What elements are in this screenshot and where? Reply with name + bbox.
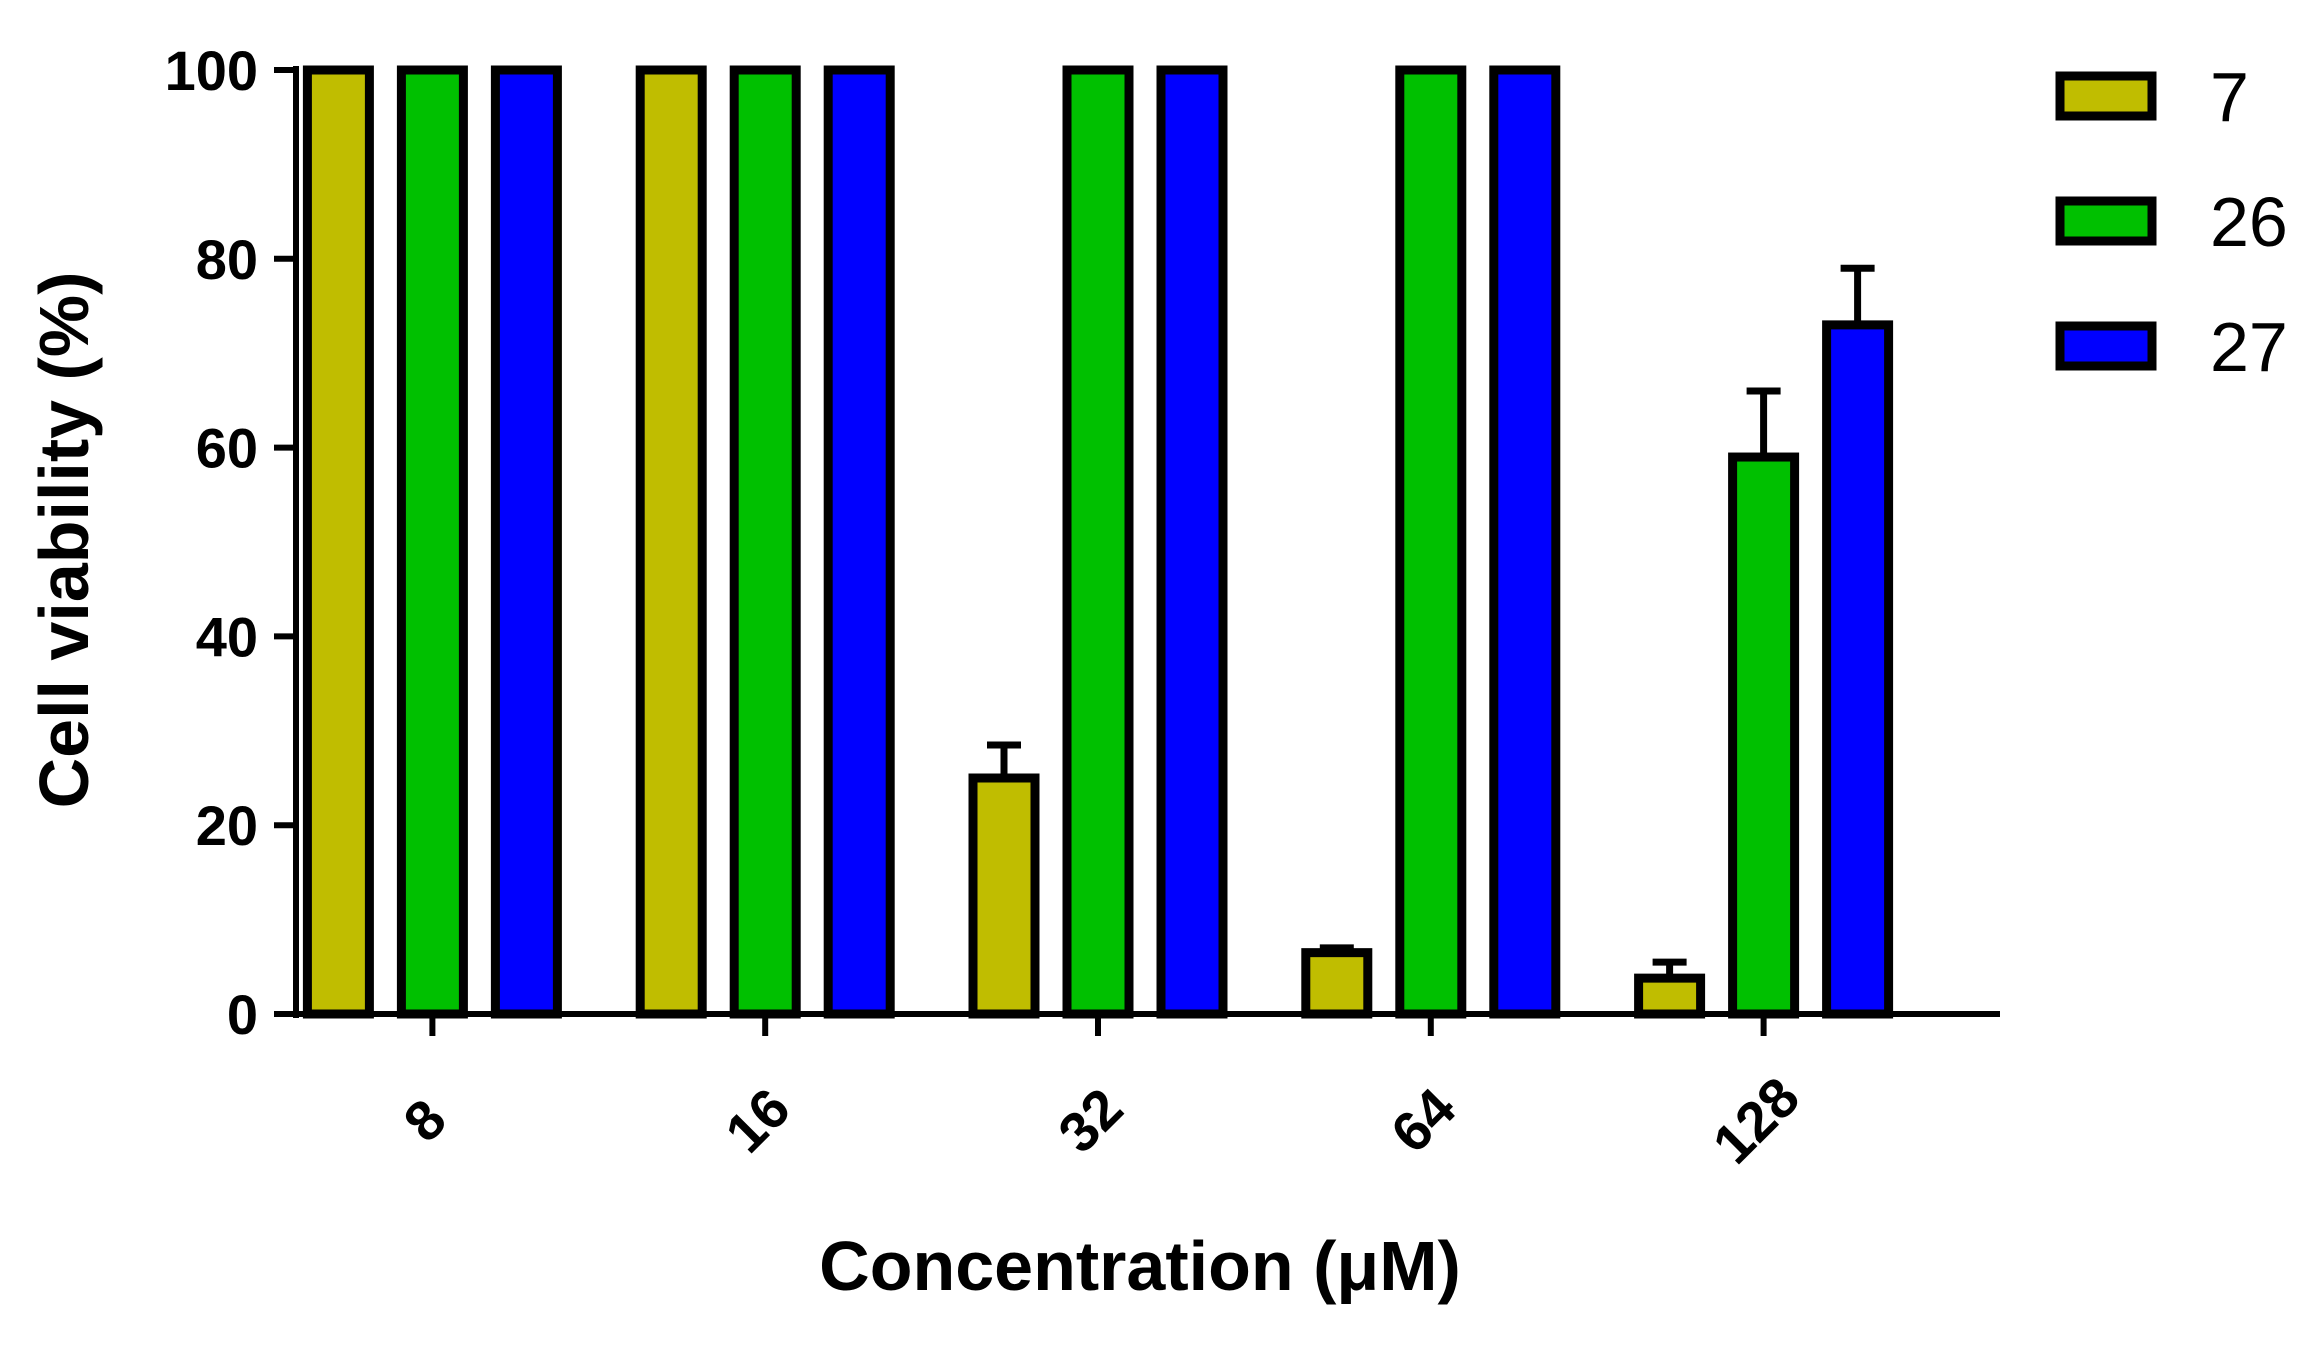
x-tick-label: 8 (391, 1087, 458, 1154)
bar-7-128 (1634, 973, 1706, 1019)
y-tick-label: 60 (196, 417, 258, 480)
bar-7-16 (635, 65, 707, 1019)
y-tick-label: 80 (196, 228, 258, 291)
legend-label-27: 27 (2210, 308, 2288, 386)
bar-27-128 (1822, 320, 1894, 1019)
x-tick-label: 16 (713, 1076, 802, 1165)
x-tick-label: 32 (1046, 1076, 1135, 1165)
y-tick-label: 20 (196, 794, 258, 857)
axes (293, 66, 2000, 1018)
bar-7-64 (1301, 948, 1373, 1019)
error-bars-group (987, 264, 1875, 979)
legend-swatch-27 (2055, 321, 2157, 371)
legend-swatch-26 (2055, 196, 2157, 246)
legend-swatch-7 (2055, 71, 2157, 121)
bar-26-16 (729, 65, 801, 1019)
y-tick-label: 100 (165, 39, 258, 102)
y-tick-label: 0 (227, 983, 258, 1046)
x-tick-label: 64 (1379, 1076, 1468, 1165)
bar-27-32 (1156, 65, 1228, 1019)
x-axis-title: Concentration (μM) (819, 1227, 1461, 1305)
bar-27-64 (1489, 65, 1561, 1019)
x-axis-ticks: 8 16 32 64 128 (391, 1014, 1811, 1176)
bar-7-8 (302, 65, 374, 1019)
bar-7-32 (968, 773, 1040, 1019)
bar-26-8 (396, 65, 468, 1019)
legend-label-26: 26 (2210, 183, 2288, 261)
legend: 7 26 27 (2055, 58, 2288, 386)
bar-26-128 (1728, 452, 1800, 1019)
y-axis-title: Cell viability (%) (25, 272, 103, 809)
bar-26-64 (1395, 65, 1467, 1019)
bar-26-32 (1062, 65, 1134, 1019)
bar-27-16 (823, 65, 895, 1019)
y-axis-ticks: 0 20 40 60 80 100 (165, 39, 296, 1046)
bars-group (302, 65, 1894, 1019)
bar-27-8 (490, 65, 562, 1019)
x-tick-label: 128 (1701, 1065, 1812, 1176)
y-tick-label: 40 (196, 605, 258, 668)
legend-label-7: 7 (2210, 58, 2249, 136)
